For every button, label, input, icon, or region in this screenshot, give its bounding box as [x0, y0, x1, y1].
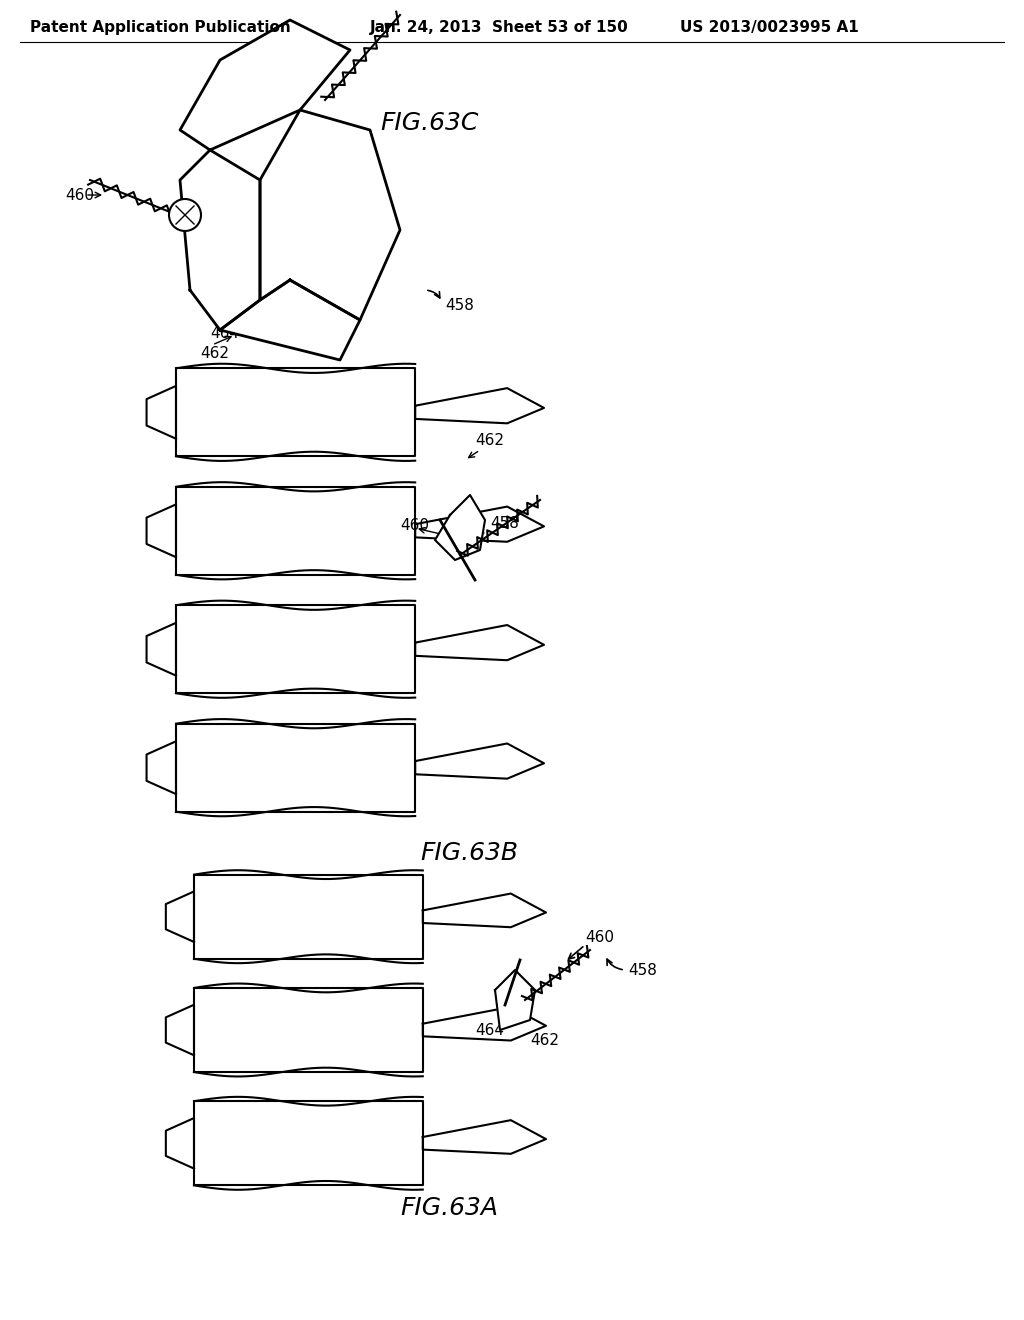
- Polygon shape: [194, 875, 423, 958]
- Polygon shape: [415, 743, 544, 779]
- Text: 460: 460: [400, 517, 429, 533]
- Polygon shape: [415, 388, 544, 424]
- Polygon shape: [415, 507, 544, 541]
- Polygon shape: [146, 385, 176, 438]
- Polygon shape: [146, 742, 176, 795]
- Text: 464: 464: [210, 326, 239, 341]
- Text: US 2013/0023995 A1: US 2013/0023995 A1: [680, 20, 859, 36]
- Polygon shape: [194, 1101, 423, 1185]
- Text: 464: 464: [475, 1023, 504, 1038]
- Polygon shape: [146, 623, 176, 676]
- Polygon shape: [423, 894, 546, 927]
- Text: 460: 460: [585, 931, 614, 945]
- Text: 458: 458: [628, 964, 656, 978]
- Polygon shape: [176, 368, 415, 457]
- Polygon shape: [435, 495, 485, 560]
- Text: 462: 462: [530, 1034, 559, 1048]
- Polygon shape: [146, 504, 176, 557]
- Text: FIG.63A: FIG.63A: [400, 1196, 498, 1220]
- Polygon shape: [176, 723, 415, 812]
- Polygon shape: [423, 1007, 546, 1040]
- Polygon shape: [166, 1005, 194, 1055]
- Text: Jan. 24, 2013  Sheet 53 of 150: Jan. 24, 2013 Sheet 53 of 150: [370, 20, 629, 36]
- Text: 462: 462: [475, 433, 504, 447]
- Polygon shape: [176, 606, 415, 693]
- Polygon shape: [166, 891, 194, 942]
- Text: 460: 460: [65, 187, 94, 203]
- Text: FIG.63C: FIG.63C: [380, 111, 478, 135]
- Polygon shape: [166, 1118, 194, 1168]
- Polygon shape: [176, 487, 415, 574]
- Text: FIG.63B: FIG.63B: [420, 841, 518, 865]
- Text: 458: 458: [445, 298, 474, 313]
- Polygon shape: [180, 150, 260, 330]
- Circle shape: [169, 199, 201, 231]
- Polygon shape: [220, 280, 360, 360]
- Polygon shape: [260, 110, 400, 319]
- Polygon shape: [495, 970, 535, 1030]
- Polygon shape: [194, 987, 423, 1072]
- Polygon shape: [180, 20, 350, 150]
- Polygon shape: [423, 1121, 546, 1154]
- Polygon shape: [415, 626, 544, 660]
- Text: 462: 462: [200, 346, 229, 360]
- Text: 458: 458: [490, 516, 519, 531]
- Text: Patent Application Publication: Patent Application Publication: [30, 20, 291, 36]
